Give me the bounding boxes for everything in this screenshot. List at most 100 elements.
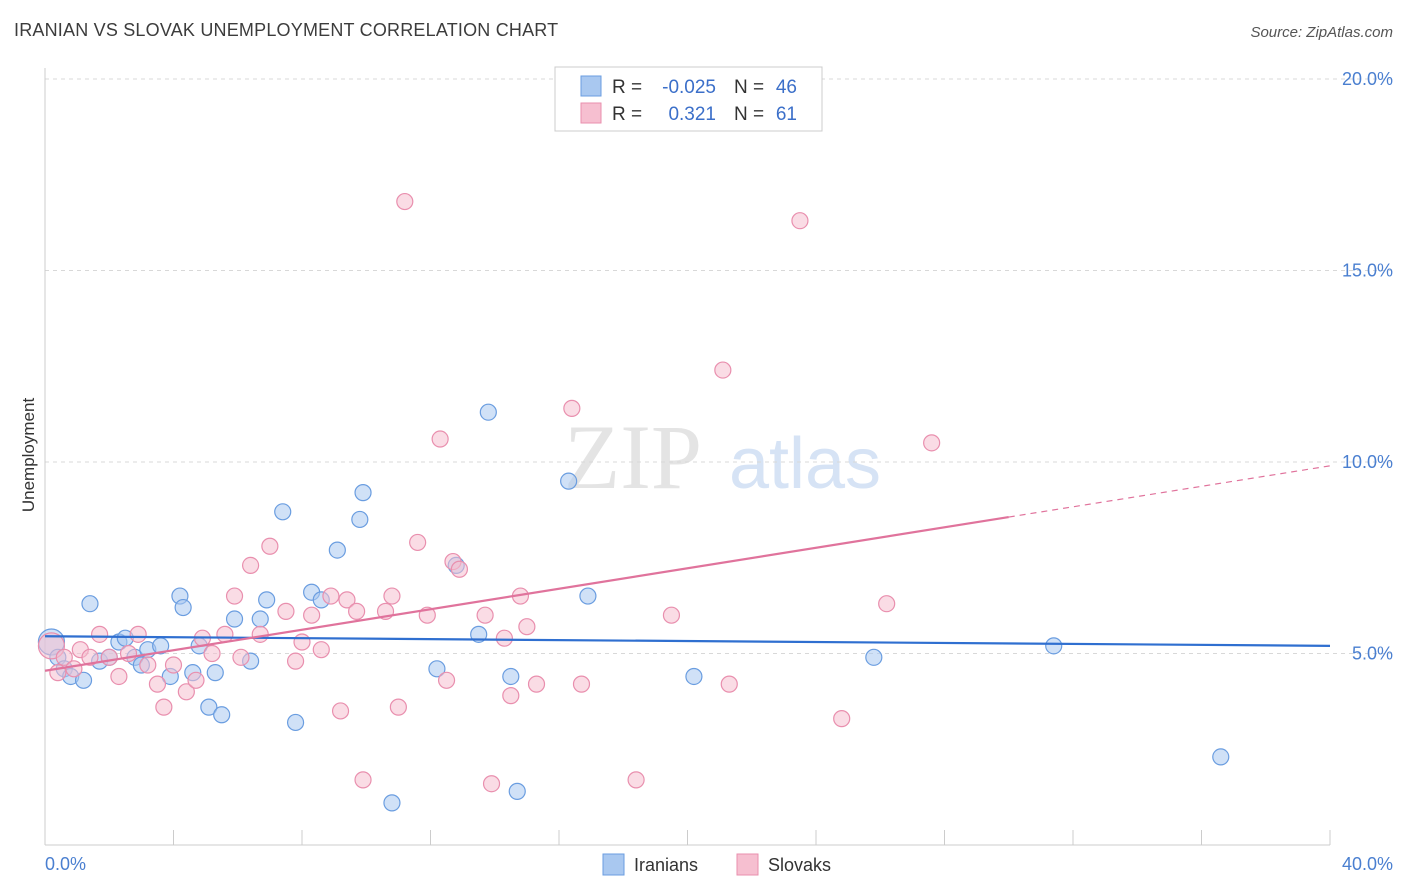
slovak-point	[348, 602, 366, 620]
iranian-point	[74, 671, 93, 689]
iranian-point	[479, 403, 497, 421]
slovak-point	[409, 533, 427, 552]
axes	[44, 68, 1331, 846]
watermark-atlas: atlas	[729, 424, 881, 504]
legend-r-value-2: 0.321	[668, 104, 716, 125]
slovak-point	[354, 771, 372, 789]
iranian-point	[174, 598, 192, 617]
iranian-point	[81, 595, 99, 613]
y-tick-label: 5.0%	[1352, 644, 1393, 664]
gridlines	[45, 78, 1392, 654]
chart-title: IRANIAN VS SLOVAK UNEMPLOYMENT CORRELATI…	[14, 20, 559, 40]
slovak-point	[322, 587, 340, 605]
slovak-point	[232, 648, 250, 666]
slovak-point	[450, 560, 469, 578]
slovak-point	[518, 618, 536, 636]
y-tick-label: 10.0%	[1342, 452, 1393, 472]
slovak-point	[502, 687, 520, 705]
slovak-point	[187, 671, 205, 689]
slovak-point	[331, 702, 350, 720]
iranian-point	[328, 541, 346, 559]
bottom-legend-slovaks: Slovaks	[768, 855, 831, 875]
iranian-point	[865, 648, 883, 666]
slovak-point	[277, 602, 295, 620]
slovak-point	[833, 710, 851, 728]
slovak-point	[431, 430, 449, 448]
slovak-point	[627, 771, 645, 789]
y-tick-labels: 5.0% 10.0% 15.0% 20.0%	[1342, 69, 1393, 664]
trend-lines	[44, 465, 1331, 672]
slovak-point	[155, 698, 173, 716]
slovak-point	[389, 698, 407, 716]
slovak-point	[720, 675, 738, 693]
slovak-point	[383, 587, 401, 605]
slovak-trend-line-extension	[1008, 465, 1331, 518]
slovak-point	[203, 644, 221, 663]
iranian-point	[428, 660, 446, 678]
correlation-legend: R = -0.025 N = 46 R = 0.321 N = 61	[554, 66, 823, 132]
slovak-point	[216, 625, 234, 643]
legend-r-label-1: R =	[612, 77, 642, 98]
iranian-point	[470, 625, 488, 643]
slovak-point	[225, 587, 244, 605]
iranian-trend-line	[44, 635, 1331, 647]
slovak-point	[164, 656, 183, 674]
iranian-point	[286, 713, 305, 732]
slovak-point	[100, 648, 118, 666]
slovak-point	[714, 361, 732, 379]
x-tick-label: 0.0%	[45, 854, 86, 874]
y-axis-label: Unemployment	[19, 398, 38, 513]
legend-r-label-2: R =	[612, 104, 642, 125]
y-tick-label: 20.0%	[1342, 69, 1393, 89]
slovak-point	[791, 212, 809, 230]
slovak-point	[878, 595, 896, 613]
slovak-point	[261, 537, 279, 555]
slovak-point	[242, 556, 260, 575]
slovak-point	[139, 656, 157, 674]
slovak-point	[91, 625, 109, 643]
iranian-point	[354, 484, 372, 502]
legend-n-value-2: 61	[776, 104, 797, 125]
iranian-point	[225, 610, 244, 628]
x-tick-labels: 0.0% 40.0%	[45, 854, 1393, 874]
slovak-point	[312, 641, 330, 659]
slovak-point	[437, 671, 456, 689]
slovak-trend-line	[44, 515, 1009, 672]
x-tick-label: 40.0%	[1342, 854, 1393, 874]
legend-n-label-1: N =	[734, 77, 764, 98]
iranian-point	[502, 667, 520, 686]
slovak-point	[527, 675, 546, 693]
iranian-point	[258, 591, 276, 609]
slovak-point	[293, 633, 311, 651]
slovak-point	[148, 675, 167, 693]
slovak-point	[251, 625, 269, 643]
iranian-point	[685, 667, 703, 686]
slovak-point	[286, 652, 305, 670]
iranian-point	[274, 503, 292, 521]
iranian-point	[508, 782, 526, 800]
slovak-point	[396, 192, 414, 211]
watermark-zip: ZIP	[564, 406, 702, 508]
slovak-point	[55, 648, 73, 666]
iranian-point	[200, 698, 218, 716]
slovak-point	[129, 625, 147, 643]
slovak-point	[482, 775, 501, 793]
iranian-point	[213, 706, 231, 724]
legend-n-value-1: 46	[776, 77, 797, 98]
bottom-legend-swatch-slovaks	[736, 853, 759, 876]
iranian-point	[206, 664, 224, 682]
legend-r-value-1: -0.025	[662, 77, 716, 98]
slovak-point	[923, 434, 941, 452]
series-legend: Iranians Slovaks	[602, 853, 831, 876]
iranian-point	[1212, 748, 1230, 766]
slovak-point	[65, 660, 83, 678]
slovak-point	[110, 667, 128, 686]
source-label: Source: ZipAtlas.com	[1250, 24, 1393, 41]
slovak-point	[81, 648, 99, 666]
y-tick-label: 15.0%	[1342, 261, 1393, 281]
iranian-point	[560, 472, 578, 490]
slovak-point	[495, 629, 513, 647]
iranian-point	[383, 794, 401, 812]
slovak-point	[563, 399, 581, 417]
